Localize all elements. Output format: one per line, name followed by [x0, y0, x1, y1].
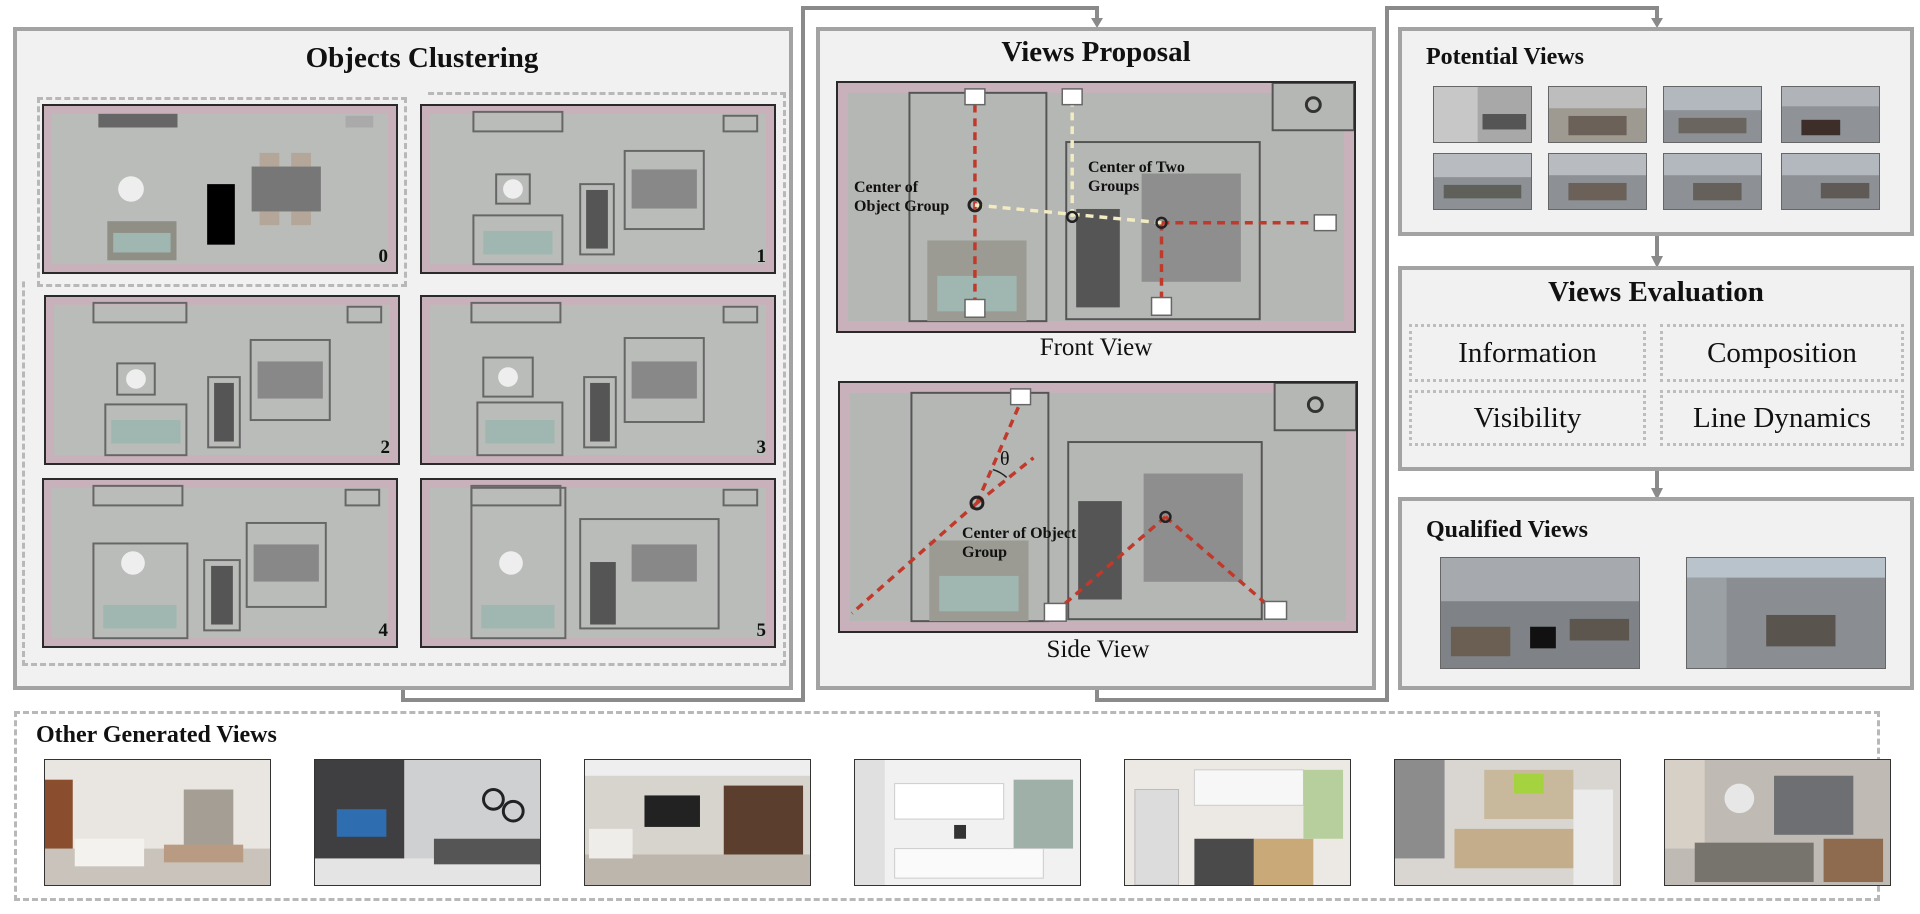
metric-visibility: Visibility: [1409, 390, 1646, 446]
cluster-tile-4: 4: [42, 478, 398, 648]
cluster-tile-1: 1: [420, 104, 776, 274]
room-plan-1: [422, 106, 774, 272]
potential-view-thumb-3: [1663, 86, 1762, 143]
tile-number-1: 1: [756, 246, 767, 267]
room-plan-3: [422, 297, 774, 463]
qualified-view-2: [1686, 557, 1886, 669]
label-center-object-group-front: Center of Object Group: [854, 179, 950, 215]
potential-view-thumb-1: [1433, 86, 1532, 143]
other-view-7: [1664, 759, 1891, 886]
side-view-plan: [838, 381, 1358, 633]
label-center-two-groups: Center of Two Groups: [1088, 159, 1185, 195]
label-center-object-group-side: Center of Object Group: [962, 525, 1077, 561]
cluster-tile-5: 5: [420, 478, 776, 648]
front-view-caption: Front View: [1039, 334, 1153, 361]
cluster-tile-3: 3: [420, 295, 776, 465]
potential-view-thumb-5: [1433, 153, 1532, 210]
views-proposal-title: Views Proposal: [1001, 36, 1191, 68]
views-evaluation-panel: [1398, 266, 1914, 471]
room-plan-5: [422, 480, 774, 646]
lamp-icon: [118, 176, 144, 202]
front-view-plan: [836, 81, 1356, 333]
other-view-2: [314, 759, 541, 886]
side-view-caption: Side View: [1046, 636, 1150, 663]
potential-view-thumb-8: [1781, 153, 1880, 210]
metric-information: Information: [1409, 324, 1646, 382]
tile-number-3: 3: [756, 437, 767, 458]
other-view-5: [1124, 759, 1351, 886]
potential-views-title: Potential Views: [1426, 44, 1584, 70]
tile-number-2: 2: [380, 437, 391, 458]
camera-icons: [964, 88, 1337, 318]
qualified-views-title: Qualified Views: [1426, 517, 1589, 543]
room-plan-0: [44, 106, 396, 272]
other-view-1: [44, 759, 271, 886]
room-plan-2: [46, 297, 398, 463]
tile-number-0: 0: [378, 246, 389, 267]
other-view-3: [584, 759, 811, 886]
room-plan-4: [44, 480, 396, 646]
other-generated-views-title: Other Generated Views: [36, 722, 277, 748]
potential-view-thumb-4: [1781, 86, 1880, 143]
cluster-tile-2: 2: [44, 295, 400, 465]
qualified-view-1: [1440, 557, 1640, 669]
metric-line-dynamics: Line Dynamics: [1660, 390, 1904, 446]
potential-view-thumb-2: [1548, 86, 1647, 143]
theta-label: θ: [1000, 448, 1010, 470]
other-view-6: [1394, 759, 1621, 886]
side-view-diagram: [840, 383, 1356, 631]
views-evaluation-title: Views Evaluation: [1548, 276, 1764, 308]
tile-number-5: 5: [756, 620, 767, 641]
objects-clustering-title: Objects Clustering: [305, 42, 539, 74]
metric-composition: Composition: [1660, 324, 1904, 382]
tile-number-4: 4: [378, 620, 389, 641]
cluster-tile-0: 0: [42, 104, 398, 274]
front-view-diagram: [838, 83, 1354, 331]
camera-icons-side: [1009, 388, 1288, 622]
other-view-4: [854, 759, 1081, 886]
potential-view-thumb-7: [1663, 153, 1762, 210]
cluster-group-top-left: [37, 97, 407, 287]
potential-view-thumb-6: [1548, 153, 1647, 210]
